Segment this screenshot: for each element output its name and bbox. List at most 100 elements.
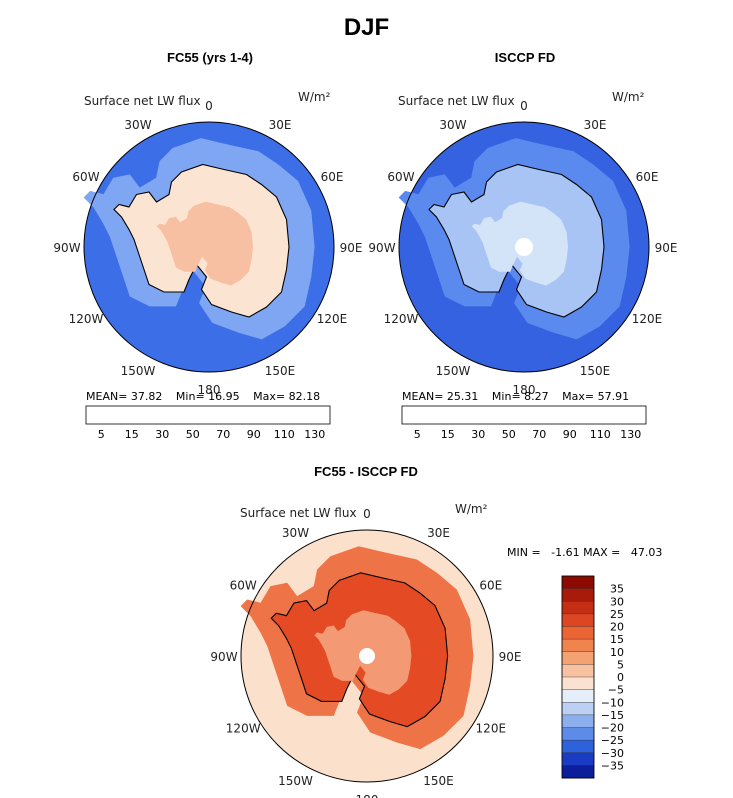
panel-3-stats: MIN = -1.61 MAX = 47.03 — [507, 546, 663, 559]
colorbar-tick-label: 70 — [216, 428, 230, 441]
colorbar-swatch — [561, 765, 595, 779]
colorbar-tick-label: 30 — [610, 595, 624, 608]
map-boundary — [398, 121, 650, 373]
lon-label: 150W — [121, 364, 156, 378]
panel-2-min-value: 8.27 — [524, 390, 549, 403]
panel-1-min-label: Min= — [175, 390, 205, 403]
lon-label: 120E — [632, 312, 663, 326]
colorbar-tick-label: 15 — [610, 633, 624, 646]
panel-1-max-value: 82.18 — [288, 390, 321, 403]
colorbar-tick-label: 110 — [590, 428, 611, 441]
colorbar-tick-label: −20 — [601, 722, 624, 735]
panel-2-stats: MEAN= 25.31 Min= 8.27 Max= 57.91 — [402, 390, 629, 403]
colorbar-tick-label: 10 — [610, 646, 624, 659]
polar-missing-data — [515, 238, 533, 256]
lon-label: 180 — [198, 383, 221, 397]
lon-label: 90E — [499, 650, 522, 664]
colorbar-tick-label: 50 — [502, 428, 516, 441]
panel-3-units: W/m² — [455, 502, 488, 516]
map-boundary — [83, 121, 335, 373]
lon-label: 90W — [368, 241, 395, 255]
panel-2-field: 0 30E 60E 90E 120E 150E 180 150W 120W 90W 60W 30W — [368, 99, 677, 397]
lon-label: 120W — [69, 312, 104, 326]
colorbar-tick-label: 25 — [610, 608, 624, 621]
lon-label: 30W — [282, 526, 309, 540]
colorbar-swatch — [561, 739, 595, 754]
lon-label: 150E — [265, 364, 296, 378]
colorbar-swatch — [561, 613, 595, 628]
colorbar-frame — [561, 575, 595, 779]
colorbar-swatch — [561, 638, 595, 653]
colorbar-tick-label: 110 — [274, 428, 295, 441]
colorbar-tick-label: 70 — [532, 428, 546, 441]
colorbar-tick-label: 5 — [98, 428, 105, 441]
lon-label: 120E — [476, 722, 507, 736]
colorbar-frame — [85, 405, 331, 425]
lon-label: 90W — [53, 241, 80, 255]
panel-3-field: 0 30E 60E 90E 120E 150E 180 150W 120W 90W 60W 30W — [210, 507, 521, 798]
colorbar-swatch — [561, 676, 595, 691]
panel-3-variable: Surface net LW flux — [240, 506, 357, 520]
colorbar-swatch — [561, 588, 595, 602]
lon-label: 30E — [427, 526, 450, 540]
panel-2-colorbar: 5 15 30 50 70 90 110 130 — [401, 405, 647, 441]
colorbar-tick-label: −5 — [608, 684, 624, 697]
colorbar-tick-label: 90 — [563, 428, 577, 441]
panel-2-units: W/m² — [612, 90, 645, 104]
panel-1-mean-label: MEAN= — [86, 390, 128, 403]
colorbar-tick-label: −10 — [601, 696, 624, 709]
colorbar-tick-label: 5 — [617, 658, 624, 671]
colorbar-tick-label: 90 — [247, 428, 261, 441]
colorbar-swatch — [561, 601, 595, 615]
lon-label: 30E — [269, 118, 292, 132]
panel-1-mean-value: 37.82 — [130, 390, 163, 403]
colorbar-tick-label: 50 — [186, 428, 200, 441]
panel-2-max-value: 57.91 — [597, 390, 630, 403]
lon-label: 120E — [317, 312, 348, 326]
lon-label: 60E — [636, 170, 659, 184]
lon-label: 0 — [363, 507, 371, 521]
lon-label: 90E — [655, 241, 678, 255]
colorbar-tick-label: 130 — [620, 428, 641, 441]
panel-1-units: W/m² — [298, 90, 331, 104]
interior-contour — [156, 201, 253, 286]
colorbar-tick-label: 30 — [155, 428, 169, 441]
lon-label: 0 — [205, 99, 213, 113]
lon-label: 150E — [423, 774, 454, 788]
colorbar-tick-label: −15 — [601, 709, 624, 722]
lon-label: 180 — [356, 793, 379, 798]
colorbar-tick-label: 35 — [610, 583, 624, 596]
lon-label: 0 — [520, 99, 528, 113]
colorbar-tick-label: 30 — [471, 428, 485, 441]
colorbar-tick-label: 5 — [414, 428, 421, 441]
colorbar-swatch — [561, 702, 595, 716]
lon-label: 150W — [436, 364, 471, 378]
colorbar-tick-label: −25 — [601, 734, 624, 747]
colorbar-swatch — [561, 651, 595, 665]
colorbar-frame — [401, 405, 647, 425]
colorbar-tick-label: 20 — [610, 621, 624, 634]
panel-1-title: FC55 (yrs 1-4) — [167, 50, 253, 65]
colorbar-tick-label: 15 — [441, 428, 455, 441]
lon-label: 60E — [321, 170, 344, 184]
colorbar-swatch — [561, 727, 595, 741]
colorbar-swatch — [561, 664, 595, 678]
figure-title: DJF — [343, 14, 390, 41]
panel-2-min-label: Min= — [491, 390, 521, 403]
colorbar-swatch — [561, 575, 595, 590]
lon-label: 90W — [210, 650, 237, 664]
panel-2-mean-value: 25.31 — [446, 390, 479, 403]
colorbar-swatch — [561, 714, 595, 729]
colorbar-tick-label: −35 — [601, 759, 624, 772]
lon-label: 60W — [387, 170, 414, 184]
lon-label: 30W — [124, 118, 151, 132]
lon-label: 120W — [226, 722, 261, 736]
colorbar-tick-label: −30 — [601, 747, 624, 760]
colorbar-swatch — [561, 626, 595, 640]
panel-1-colorbar: 5 15 30 50 70 90 110 130 — [85, 405, 331, 441]
panel-1-field: 0 30E 60E 90E 120E 150E 180 150W 120W 90W 60W 30W — [53, 99, 362, 397]
lon-label: 180 — [513, 383, 536, 397]
colorbar-tick-label: 0 — [617, 671, 624, 684]
